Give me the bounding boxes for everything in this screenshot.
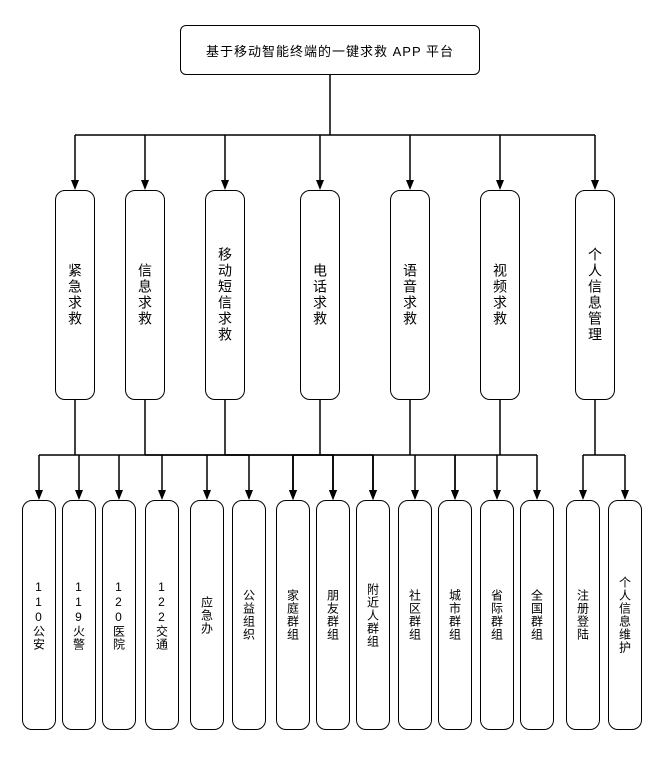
root-node: 基于移动智能终端的一键求救 APP 平台 (180, 25, 480, 75)
leaf-node-l13: 注册登陆 (566, 500, 600, 730)
mid-label: 个人信息管理 (585, 247, 605, 343)
leaf-label: 省际群组 (489, 589, 506, 641)
root-label: 基于移动智能终端的一键求救 APP 平台 (206, 41, 454, 60)
mid-node-m1: 信息求救 (125, 190, 165, 400)
leaf-label: 注册登陆 (575, 589, 592, 641)
leaf-label: 全国群组 (529, 589, 546, 641)
mid-node-m5: 视频求救 (480, 190, 520, 400)
leaf-label: 119火警 (71, 580, 88, 651)
leaf-node-l5: 公益组织 (232, 500, 266, 730)
leaf-node-l12: 全国群组 (520, 500, 554, 730)
mid-node-m4: 语音求救 (390, 190, 430, 400)
leaf-label: 附近人群组 (365, 583, 382, 648)
leaf-node-l11: 省际群组 (480, 500, 514, 730)
mid-node-m6: 个人信息管理 (575, 190, 615, 400)
leaf-label: 城市群组 (447, 589, 464, 641)
mid-node-m0: 紧急求救 (55, 190, 95, 400)
mid-node-m3: 电话求救 (300, 190, 340, 400)
leaf-node-l0: 110公安 (22, 500, 56, 730)
leaf-label: 朋友群组 (325, 589, 342, 641)
leaf-label: 家庭群组 (285, 589, 302, 641)
leaf-node-l7: 朋友群组 (316, 500, 350, 730)
leaf-label: 120医院 (111, 580, 128, 651)
leaf-label: 公益组织 (241, 589, 258, 641)
leaf-node-l1: 119火警 (62, 500, 96, 730)
leaf-node-l9: 社区群组 (398, 500, 432, 730)
mid-label: 语音求救 (400, 263, 420, 327)
mid-label: 电话求救 (310, 263, 330, 327)
mid-label: 移动短信求救 (215, 247, 235, 343)
mid-label: 紧急求救 (65, 263, 85, 327)
leaf-node-l10: 城市群组 (438, 500, 472, 730)
mid-label: 信息求救 (135, 263, 155, 327)
leaf-label: 应急办 (199, 596, 216, 635)
leaf-node-l6: 家庭群组 (276, 500, 310, 730)
leaf-label: 社区群组 (407, 589, 424, 641)
mid-label: 视频求救 (490, 263, 510, 327)
leaf-node-l2: 120医院 (102, 500, 136, 730)
leaf-label: 122交通 (154, 580, 171, 651)
leaf-label: 个人信息维护 (617, 576, 634, 654)
leaf-node-l8: 附近人群组 (356, 500, 390, 730)
mid-node-m2: 移动短信求救 (205, 190, 245, 400)
leaf-node-l4: 应急办 (190, 500, 224, 730)
leaf-node-l3: 122交通 (145, 500, 179, 730)
leaf-label: 110公安 (31, 580, 48, 651)
leaf-node-l14: 个人信息维护 (608, 500, 642, 730)
